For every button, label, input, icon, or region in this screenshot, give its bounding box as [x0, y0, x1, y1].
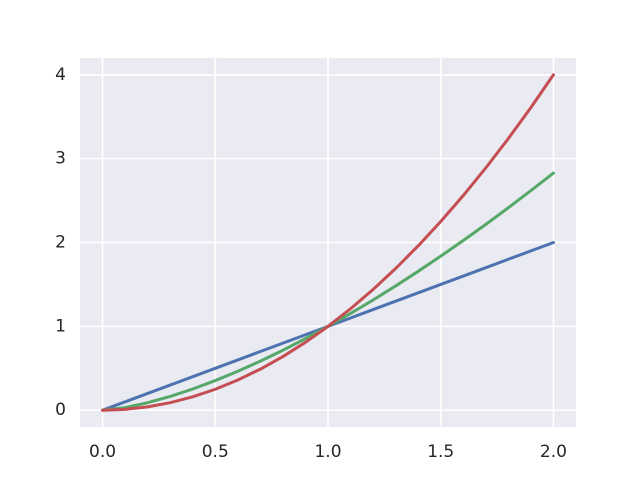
y-tick-label: 0: [55, 400, 66, 420]
y-tick-label: 3: [55, 149, 66, 169]
y-tick-label: 4: [55, 65, 66, 85]
x-tick-label: 0.0: [89, 442, 116, 462]
x-tick-label: 2.0: [540, 442, 567, 462]
x-tick-label: 1.0: [314, 442, 341, 462]
y-tick-label: 2: [55, 233, 66, 253]
x-tick-label: 1.5: [427, 442, 454, 462]
x-tick-label: 0.5: [202, 442, 229, 462]
line: [101, 73, 555, 412]
y-tick-label: 1: [55, 316, 66, 336]
